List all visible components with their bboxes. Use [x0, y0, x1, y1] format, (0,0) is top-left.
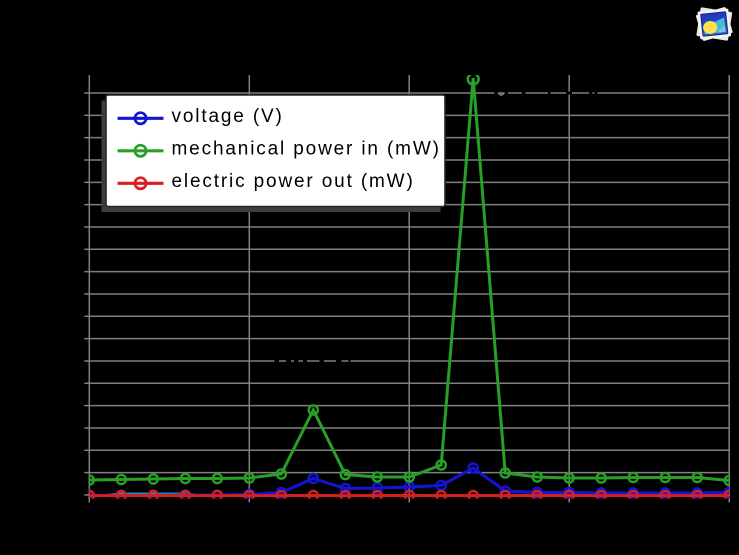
svg-text:electric power out (mW): electric power out (mW)	[172, 171, 415, 192]
svg-text:mechanical power in (mW): mechanical power in (mW)	[172, 138, 441, 159]
svg-text:voltage (V): voltage (V)	[172, 106, 284, 127]
